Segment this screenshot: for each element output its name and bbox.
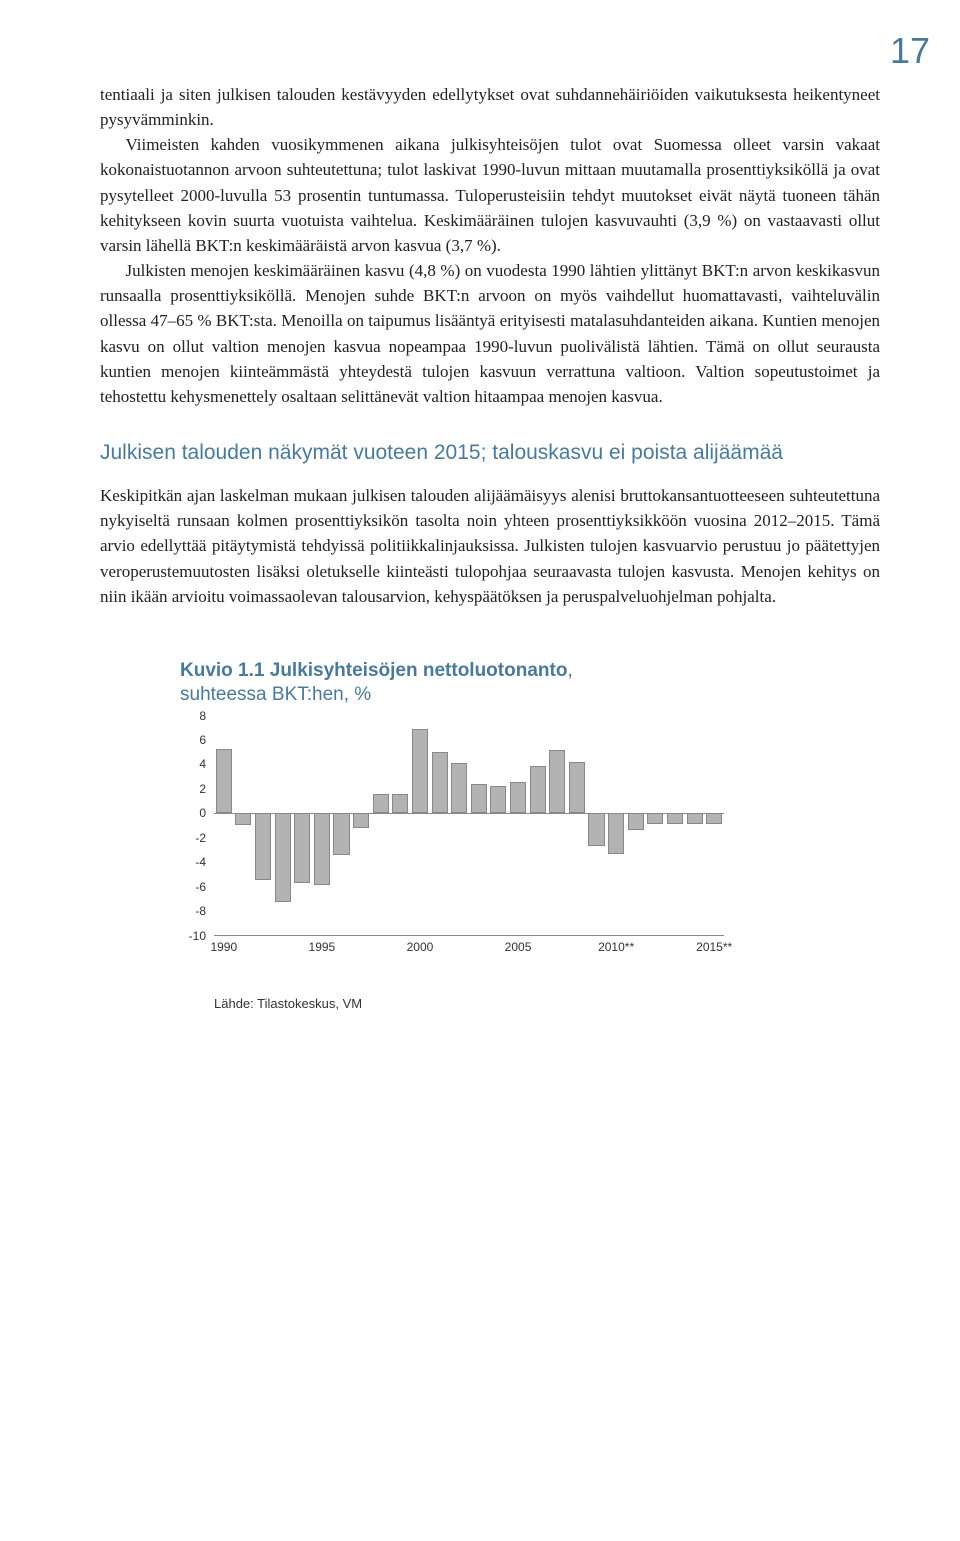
bar [255, 813, 271, 880]
bar [510, 782, 526, 814]
bar [235, 813, 251, 825]
y-tick-label: 6 [180, 733, 206, 747]
section-heading: Julkisen talouden näkymät vuoteen 2015; … [100, 441, 880, 465]
bar [353, 813, 369, 828]
bar [549, 750, 565, 814]
y-tick-label: 0 [180, 806, 206, 820]
x-tick-label: 2005 [505, 940, 532, 954]
body-text-block-1: tentiaali ja siten julkisen talouden kes… [100, 82, 880, 409]
bar [530, 766, 546, 814]
y-axis: 86420-2-4-6-8-10 [180, 716, 210, 936]
bar [588, 813, 604, 846]
y-tick-label: -8 [180, 904, 206, 918]
paragraph-3: Julkisten menojen keskimääräinen kasvu (… [100, 258, 880, 409]
chart-title-rest: , [567, 660, 572, 681]
paragraph-1: tentiaali ja siten julkisen talouden kes… [100, 82, 880, 132]
bar [432, 752, 448, 813]
bar [667, 813, 683, 824]
y-tick-label: -6 [180, 880, 206, 894]
y-tick-label: -2 [180, 831, 206, 845]
x-tick-label: 2015** [696, 940, 732, 954]
bar [451, 763, 467, 813]
y-tick-label: -10 [180, 929, 206, 943]
chart-title-bold: Kuvio 1.1 Julkisyhteisöjen nettoluotonan… [180, 660, 567, 681]
paragraph-4: Keskipitkän ajan laskelman mukaan julkis… [100, 483, 880, 609]
bar [373, 794, 389, 814]
x-axis: 19901995200020052010**2015** [214, 940, 724, 960]
chart-subtitle: suhteessa BKT:hen, % [180, 684, 880, 706]
bar [647, 813, 663, 824]
y-tick-label: -4 [180, 855, 206, 869]
bar [706, 813, 722, 824]
x-tick-label: 1990 [210, 940, 237, 954]
x-tick-label: 2010** [598, 940, 634, 954]
bar [333, 813, 349, 855]
body-text-block-2: Keskipitkän ajan laskelman mukaan julkis… [100, 483, 880, 609]
y-tick-label: 2 [180, 782, 206, 796]
x-tick-label: 2000 [407, 940, 434, 954]
bar [216, 749, 232, 814]
page-number: 17 [100, 30, 930, 72]
y-tick-label: 4 [180, 757, 206, 771]
bar [687, 813, 703, 824]
bar [569, 762, 585, 813]
bar [314, 813, 330, 885]
y-tick-label: 8 [180, 709, 206, 723]
bar [628, 813, 644, 830]
chart-area: 86420-2-4-6-8-10 19901995200020052010**2… [180, 716, 740, 976]
paragraph-2: Viimeisten kahden vuosikymmenen aikana j… [100, 132, 880, 258]
bar [490, 786, 506, 813]
chart-title: Kuvio 1.1 Julkisyhteisöjen nettoluotonan… [180, 659, 880, 684]
chart-source: Lähde: Tilastokeskus, VM [214, 996, 880, 1011]
bar [294, 813, 310, 883]
bar [471, 784, 487, 813]
chart-block: Kuvio 1.1 Julkisyhteisöjen nettoluotonan… [180, 659, 880, 1011]
bar [275, 813, 291, 902]
plot-area [214, 716, 724, 936]
bar [608, 813, 624, 853]
bar [412, 729, 428, 813]
bars-container [214, 716, 724, 935]
bar [392, 794, 408, 814]
x-tick-label: 1995 [309, 940, 336, 954]
